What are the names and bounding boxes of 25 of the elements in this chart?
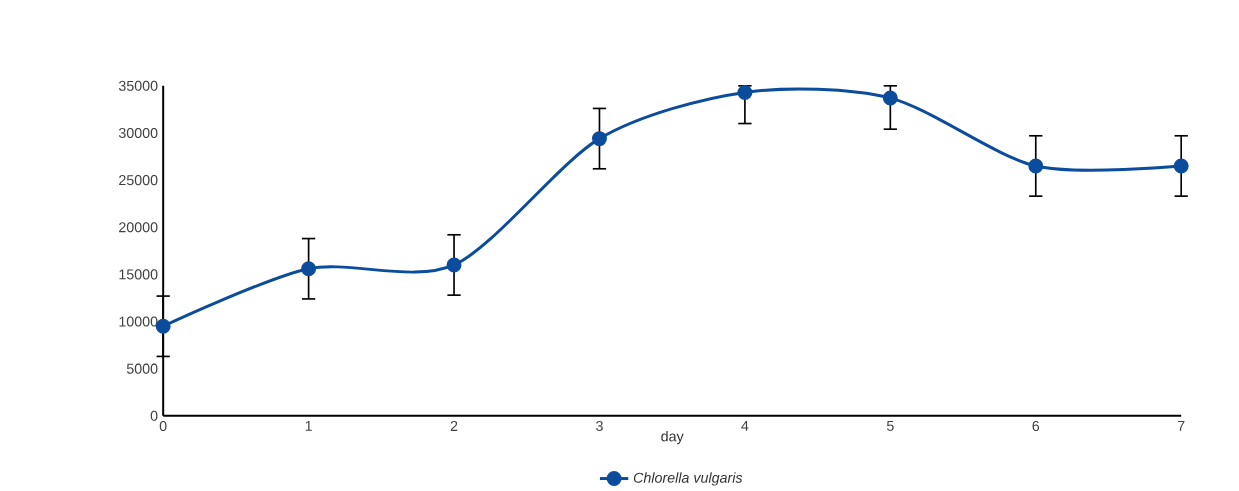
y-tick-label: 35000 — [118, 80, 158, 91]
x-tick-label: 0 — [159, 420, 167, 431]
y-tick-label: 15000 — [119, 269, 158, 280]
x-tick-label: 5 — [886, 420, 894, 431]
legend-label: Chlorella vulgaris — [633, 472, 743, 486]
point — [446, 257, 462, 273]
x-tick-label: 4 — [741, 420, 749, 431]
y-tick-label: 0 — [150, 410, 158, 421]
y-tick-label: 5000 — [126, 363, 158, 374]
y-tick-label: 10000 — [119, 316, 158, 327]
point — [301, 261, 317, 277]
point — [1173, 158, 1189, 174]
y-tick-label: 25000 — [119, 174, 158, 185]
x-tick-label: 2 — [450, 420, 458, 431]
point — [737, 84, 753, 100]
y-tick-label: 20000 — [119, 221, 158, 233]
x-tick-label: 1 — [305, 420, 312, 431]
point — [882, 90, 898, 106]
x-axis-title: day — [661, 430, 684, 445]
x-tick-label: 3 — [596, 420, 603, 431]
x-tick-label: 6 — [1032, 420, 1040, 431]
point — [1028, 158, 1044, 174]
y-tick-label: 30000 — [118, 127, 158, 138]
point — [591, 130, 607, 146]
x-tick-label: 7 — [1177, 420, 1185, 431]
